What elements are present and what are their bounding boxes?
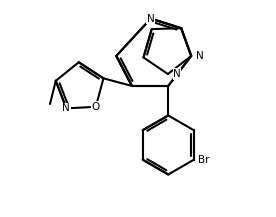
Text: N: N — [147, 14, 155, 24]
Text: N: N — [62, 103, 70, 113]
Text: O: O — [92, 102, 100, 112]
Text: N: N — [173, 69, 181, 79]
Text: N: N — [197, 51, 204, 61]
Text: Br: Br — [198, 155, 209, 165]
